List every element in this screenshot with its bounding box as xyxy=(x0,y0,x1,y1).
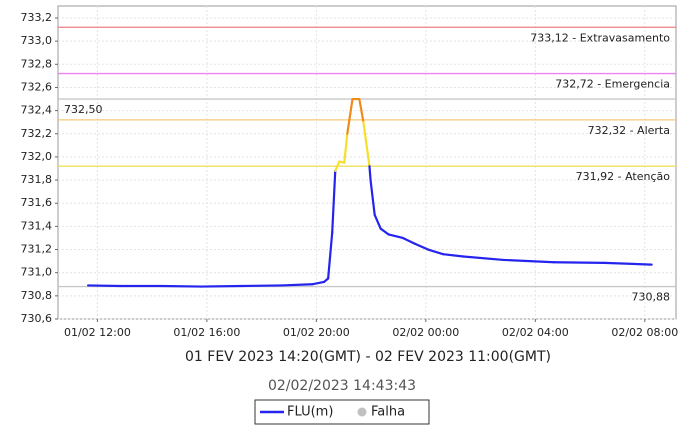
threshold-label: 731,92 - Atenção xyxy=(576,170,671,183)
y-tick-label: 731,4 xyxy=(21,219,53,232)
line-segment xyxy=(462,255,505,262)
y-tick-label: 731,0 xyxy=(21,266,53,279)
timestamp: 02/02/2023 14:43:43 xyxy=(268,378,416,394)
line-segment xyxy=(441,253,465,258)
legend-label: Falha xyxy=(371,405,405,420)
line-segment xyxy=(159,284,203,288)
x-tick-label: 02/02 08:00 xyxy=(611,326,678,339)
plot-area xyxy=(57,5,677,320)
subtitle: 01 FEV 2023 14:20(GMT) - 02 FEV 2023 11:… xyxy=(185,349,551,365)
line-segment xyxy=(369,178,376,216)
y-tick-label: 731,8 xyxy=(21,173,53,186)
line-segment xyxy=(327,231,334,280)
line-segment xyxy=(379,227,390,236)
line-segment xyxy=(362,121,371,168)
threshold-label: 732,72 - Emergencia xyxy=(555,78,670,91)
legend-swatch xyxy=(357,407,367,417)
y-tick-label: 732,4 xyxy=(21,104,53,117)
y-tick-label: 731,2 xyxy=(21,243,53,256)
line-segment xyxy=(200,284,243,288)
line-segment xyxy=(240,284,283,288)
line-segment xyxy=(87,284,122,288)
line-segment xyxy=(502,258,556,264)
line-segment xyxy=(310,280,326,286)
y-tick-label: 732,2 xyxy=(21,127,53,140)
y-tick-label: 732,6 xyxy=(21,80,53,93)
line-segment xyxy=(387,233,404,240)
y-tick-label: 733,2 xyxy=(21,11,53,24)
line-segment xyxy=(343,132,349,164)
line-segment xyxy=(368,165,372,182)
x-tick-label: 01/02 16:00 xyxy=(173,326,240,339)
line-segment xyxy=(331,169,337,234)
y-tick-label: 731,6 xyxy=(21,196,53,209)
x-tick-label: 01/02 20:00 xyxy=(283,326,350,339)
y-tick-label: 730,8 xyxy=(21,289,53,302)
line-segment xyxy=(401,236,416,245)
x-tick-label: 02/02 00:00 xyxy=(392,326,459,339)
x-tick-label: 02/02 04:00 xyxy=(502,326,569,339)
threshold-label: 732,50 xyxy=(64,103,103,116)
legend-label: FLU(m) xyxy=(287,405,333,420)
threshold-label: 730,88 xyxy=(632,291,671,304)
line-segment xyxy=(358,97,365,124)
y-tick-label: 732,8 xyxy=(21,57,53,70)
threshold-label: 732,32 - Alerta xyxy=(588,124,670,137)
y-tick-label: 733,0 xyxy=(21,34,53,47)
threshold-label: 733,12 - Extravasamento xyxy=(530,31,670,44)
line-segment xyxy=(603,261,653,266)
line-segment xyxy=(280,283,314,287)
line-segment xyxy=(426,248,445,256)
line-segment xyxy=(373,213,382,230)
line-segment xyxy=(334,160,341,172)
y-tick-label: 732,0 xyxy=(21,150,53,163)
line-segment xyxy=(552,261,606,264)
line-segment xyxy=(413,242,430,251)
y-tick-label: 730,6 xyxy=(21,312,53,325)
line-segment xyxy=(346,97,354,135)
x-tick-label: 01/02 12:00 xyxy=(64,326,131,339)
